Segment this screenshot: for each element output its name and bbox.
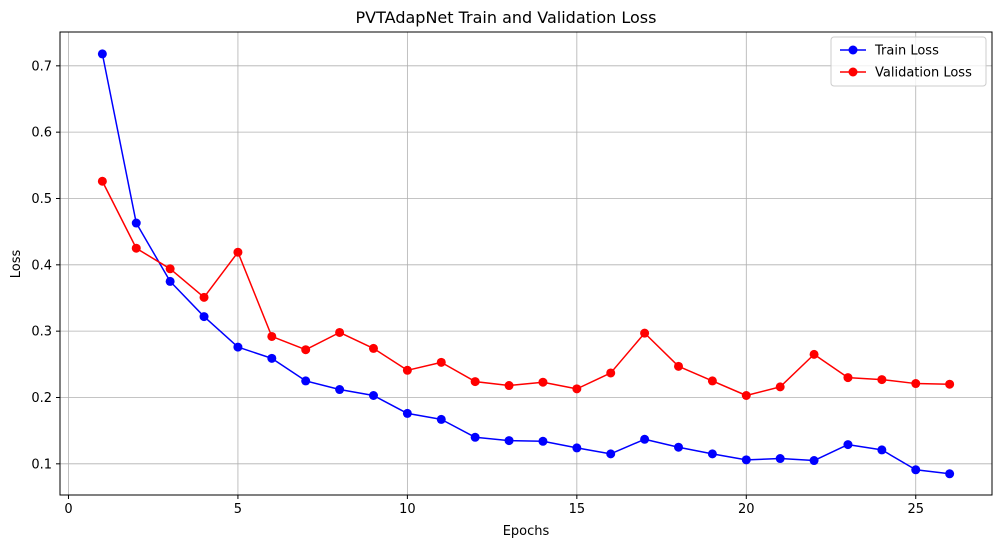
data-point (165, 276, 175, 286)
data-point (131, 218, 141, 228)
data-point (809, 349, 819, 359)
data-point (741, 455, 751, 465)
x-axis-ticks: 0 5 10 15 20 25 (64, 495, 924, 517)
data-point (640, 328, 650, 338)
series-line (101, 180, 950, 397)
data-point (911, 379, 921, 389)
x-tick-label: 5 (234, 502, 242, 517)
data-point (538, 436, 548, 446)
data-point (674, 442, 684, 452)
data-point (945, 469, 955, 479)
x-tick-label: 10 (399, 502, 416, 517)
series-train-loss (97, 49, 955, 479)
y-axis-title: Loss (9, 250, 24, 279)
y-axis-ticks: 0.1 0.2 0.3 0.4 0.5 0.6 0.7 (31, 59, 60, 472)
plot-frame (59, 31, 993, 496)
data-point (640, 434, 650, 444)
data-point (707, 376, 717, 386)
y-tick-label: 0.6 (31, 126, 52, 141)
y-tick-label: 0.1 (31, 457, 52, 472)
y-tick-label: 0.4 (31, 258, 52, 273)
grid (60, 32, 992, 495)
series-validation-loss (97, 176, 955, 401)
y-tick-label: 0.2 (31, 391, 52, 406)
data-point (233, 342, 243, 352)
data-point (267, 331, 277, 341)
data-point (572, 443, 582, 453)
data-point (267, 353, 277, 363)
chart-title: PVTAdapNet Train and Validation Loss (356, 8, 657, 27)
legend-label: Validation Loss (875, 66, 972, 81)
data-point (368, 343, 378, 353)
data-point (335, 385, 345, 395)
data-point (436, 357, 446, 367)
data-point (877, 375, 887, 385)
data-point (199, 312, 209, 322)
data-point (504, 381, 514, 391)
data-point (741, 391, 751, 401)
legend-swatch-marker (848, 67, 858, 77)
data-point (775, 382, 785, 392)
legend: Train Loss Validation Loss (830, 36, 987, 87)
data-point (945, 379, 955, 389)
data-point (368, 391, 378, 401)
data-point (911, 465, 921, 475)
y-tick-label: 0.3 (31, 325, 52, 340)
data-point (165, 264, 175, 274)
data-point (674, 361, 684, 371)
legend-label: Train Loss (874, 44, 939, 59)
data-point (470, 432, 480, 442)
x-axis-title: Epochs (503, 524, 550, 539)
data-point (775, 454, 785, 464)
data-point (402, 365, 412, 375)
x-tick-label: 25 (907, 502, 924, 517)
data-point (436, 414, 446, 424)
data-point (97, 49, 107, 59)
data-point (606, 449, 616, 459)
data-point (877, 445, 887, 455)
x-tick-label: 20 (738, 502, 755, 517)
y-tick-label: 0.7 (31, 59, 52, 74)
series-line (101, 53, 950, 475)
data-point (131, 243, 141, 253)
data-point (301, 345, 311, 355)
data-point (97, 176, 107, 186)
data-point (402, 408, 412, 418)
data-point (470, 377, 480, 387)
data-point (606, 368, 616, 378)
data-point (301, 376, 311, 386)
legend-box (830, 36, 987, 87)
x-tick-label: 15 (569, 502, 586, 517)
data-point (572, 384, 582, 394)
data-point (504, 436, 514, 446)
data-point (843, 373, 853, 383)
x-tick-label: 0 (64, 502, 72, 517)
data-point (233, 247, 243, 257)
data-point (843, 440, 853, 450)
legend-swatch-marker (848, 45, 858, 55)
y-tick-label: 0.5 (31, 192, 52, 207)
data-point (199, 292, 209, 302)
series-layer (97, 49, 955, 479)
data-point (707, 449, 717, 459)
data-point (335, 327, 345, 337)
data-point (538, 377, 548, 387)
data-point (809, 456, 819, 466)
